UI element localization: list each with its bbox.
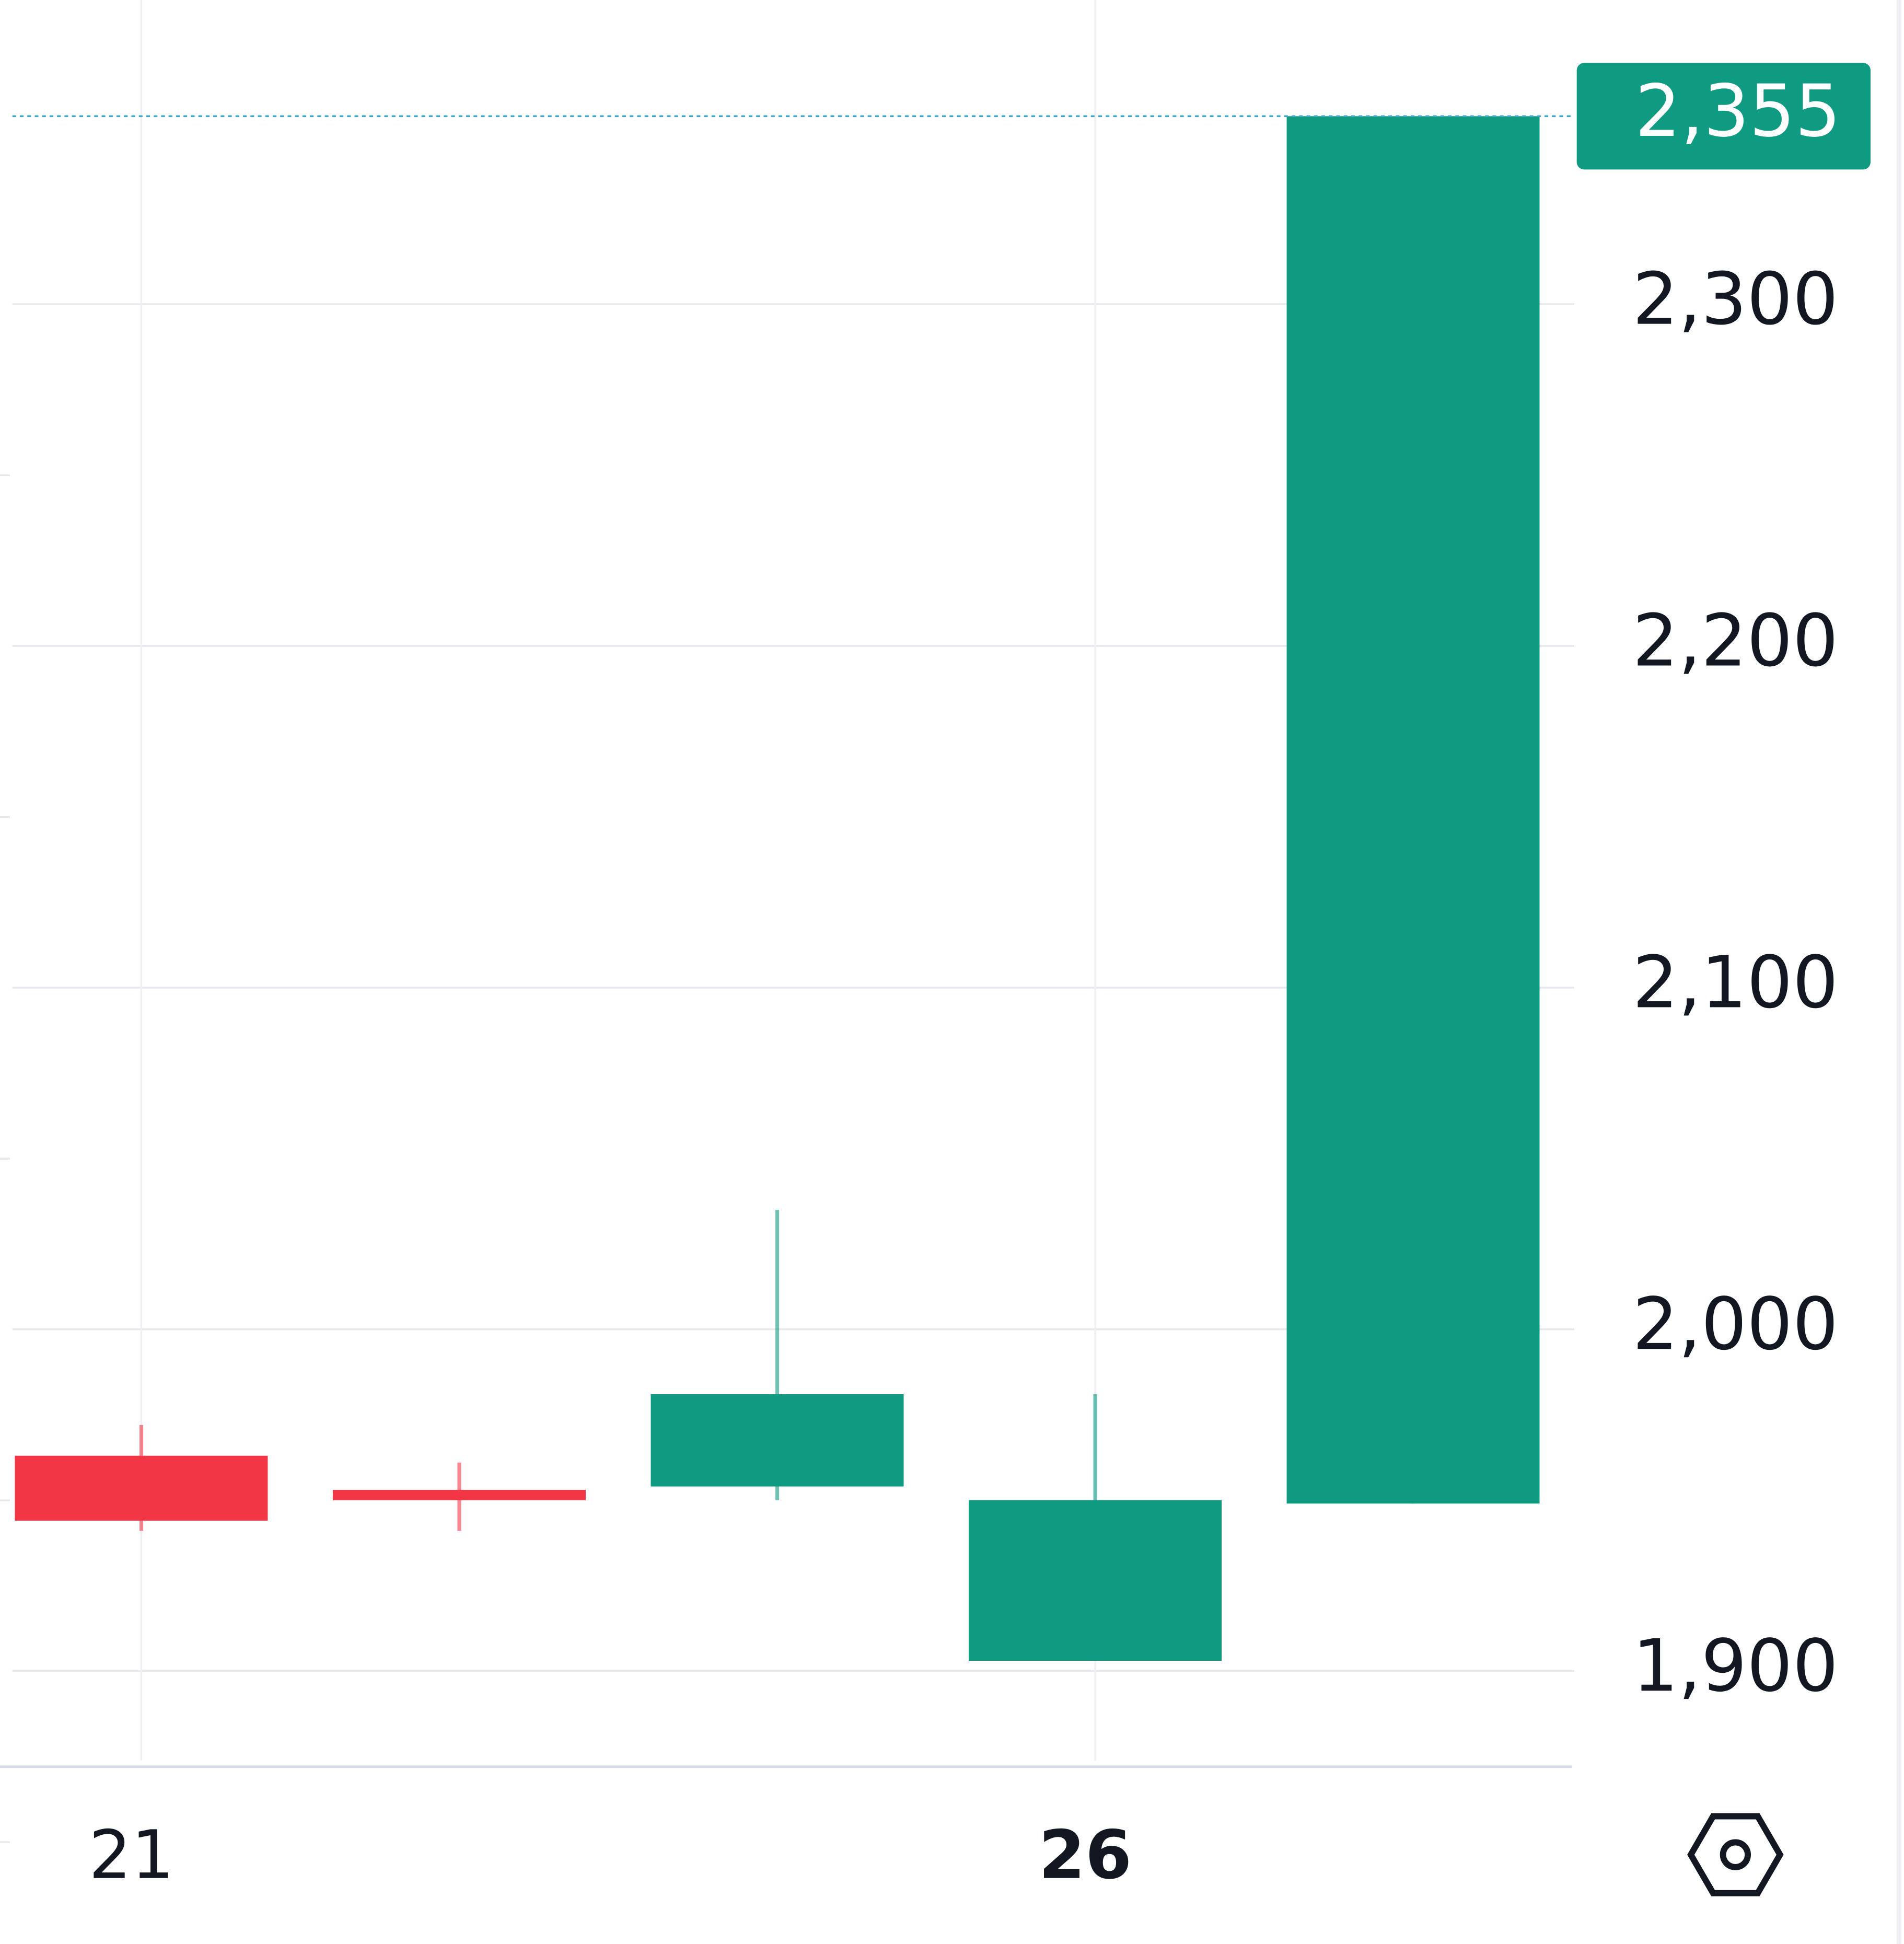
y-tick-label: 1,900: [1632, 1624, 1838, 1708]
x-tick-label: 26: [1039, 1816, 1132, 1894]
y-tick-label: 2,100: [1632, 941, 1838, 1024]
y-tick-label: 2,200: [1632, 599, 1838, 683]
y-tick-label: 2,300: [1632, 258, 1838, 341]
settings-icon[interactable]: [1687, 1813, 1784, 1896]
price-label-box: [1576, 63, 1871, 170]
candle-body: [1286, 116, 1540, 1504]
y-tick-label: 2,000: [1632, 1282, 1838, 1366]
x-tick-label: 21: [89, 1816, 174, 1894]
price-label: 2,355: [1635, 70, 1841, 153]
candle-body: [969, 1500, 1222, 1661]
candle-body: [15, 1455, 268, 1521]
candle-body: [332, 1490, 586, 1500]
candle-body: [651, 1394, 904, 1487]
